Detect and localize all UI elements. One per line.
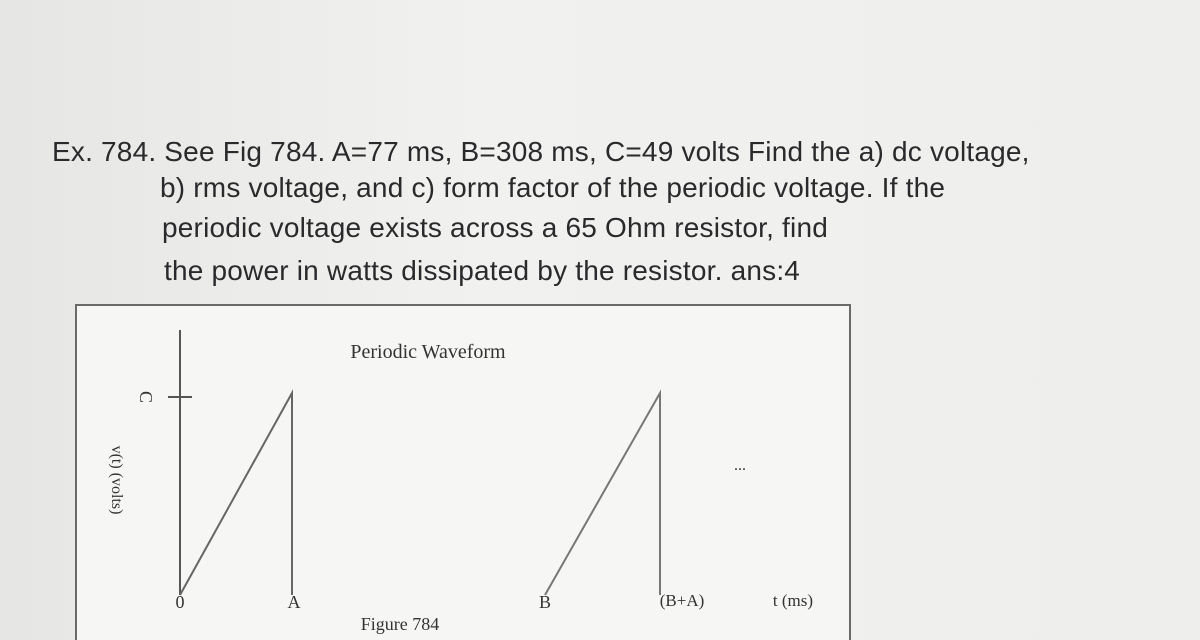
figure-caption: Figure 784	[361, 614, 440, 634]
y-axis-label: v(t) (volts)	[108, 446, 125, 515]
problem-line: the power in watts dissipated by the res…	[164, 255, 801, 286]
continuation: ...	[734, 457, 746, 474]
problem-line: Ex. 784. See Fig 784. A=77 ms, B=308 ms,…	[52, 136, 1030, 167]
problem-line: periodic voltage exists across a 65 Ohm …	[162, 212, 828, 243]
problem-line: b) rms voltage, and c) form factor of th…	[160, 172, 946, 203]
x-tick-label: (B+A)	[660, 591, 705, 610]
waveform-ramp	[544, 389, 661, 596]
x-tick-label: 0	[176, 592, 185, 612]
figure-frame	[75, 304, 851, 640]
x-axis-label: t (ms)	[773, 591, 813, 610]
x-tick-label: A	[288, 592, 301, 612]
x-tick-label: B	[539, 592, 551, 612]
waveform-ramp	[179, 389, 293, 596]
figure-title: Periodic Waveform	[350, 341, 506, 363]
y-tick-label: C	[136, 391, 156, 403]
